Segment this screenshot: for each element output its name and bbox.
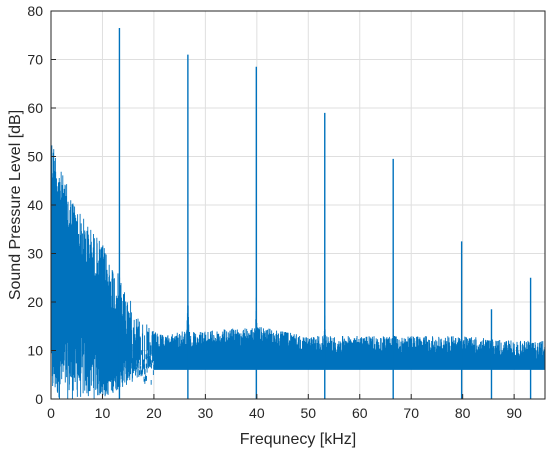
y-tick-label: 70	[27, 52, 43, 68]
x-tick-label: 30	[198, 405, 214, 421]
x-tick-label: 20	[146, 405, 162, 421]
y-axis-label: Sound Pressure Level [dB]	[7, 110, 24, 300]
x-tick-label: 70	[403, 405, 419, 421]
x-tick-label: 50	[301, 405, 317, 421]
x-tick-label: 0	[47, 405, 55, 421]
x-tick-label: 80	[455, 405, 471, 421]
y-tick-label: 30	[27, 246, 43, 262]
x-axis-ticks: 0 10 20 30 40 50 60 70 80 90	[47, 394, 522, 421]
y-tick-label: 40	[27, 197, 43, 213]
y-tick-label: 0	[35, 391, 43, 407]
x-tick-label: 90	[506, 405, 522, 421]
y-tick-label: 80	[27, 3, 43, 19]
x-tick-label: 60	[352, 405, 368, 421]
y-tick-label: 50	[27, 149, 43, 165]
x-tick-label: 40	[249, 405, 265, 421]
y-tick-label: 60	[27, 100, 43, 116]
y-axis-ticks: 0 10 20 30 40 50 60 70 80	[27, 3, 56, 407]
x-axis-label: Frequnecy [kHz]	[240, 431, 356, 448]
x-tick-label: 10	[95, 405, 111, 421]
y-tick-label: 10	[27, 343, 43, 359]
plot-area	[50, 27, 546, 399]
y-tick-label: 20	[27, 294, 43, 310]
